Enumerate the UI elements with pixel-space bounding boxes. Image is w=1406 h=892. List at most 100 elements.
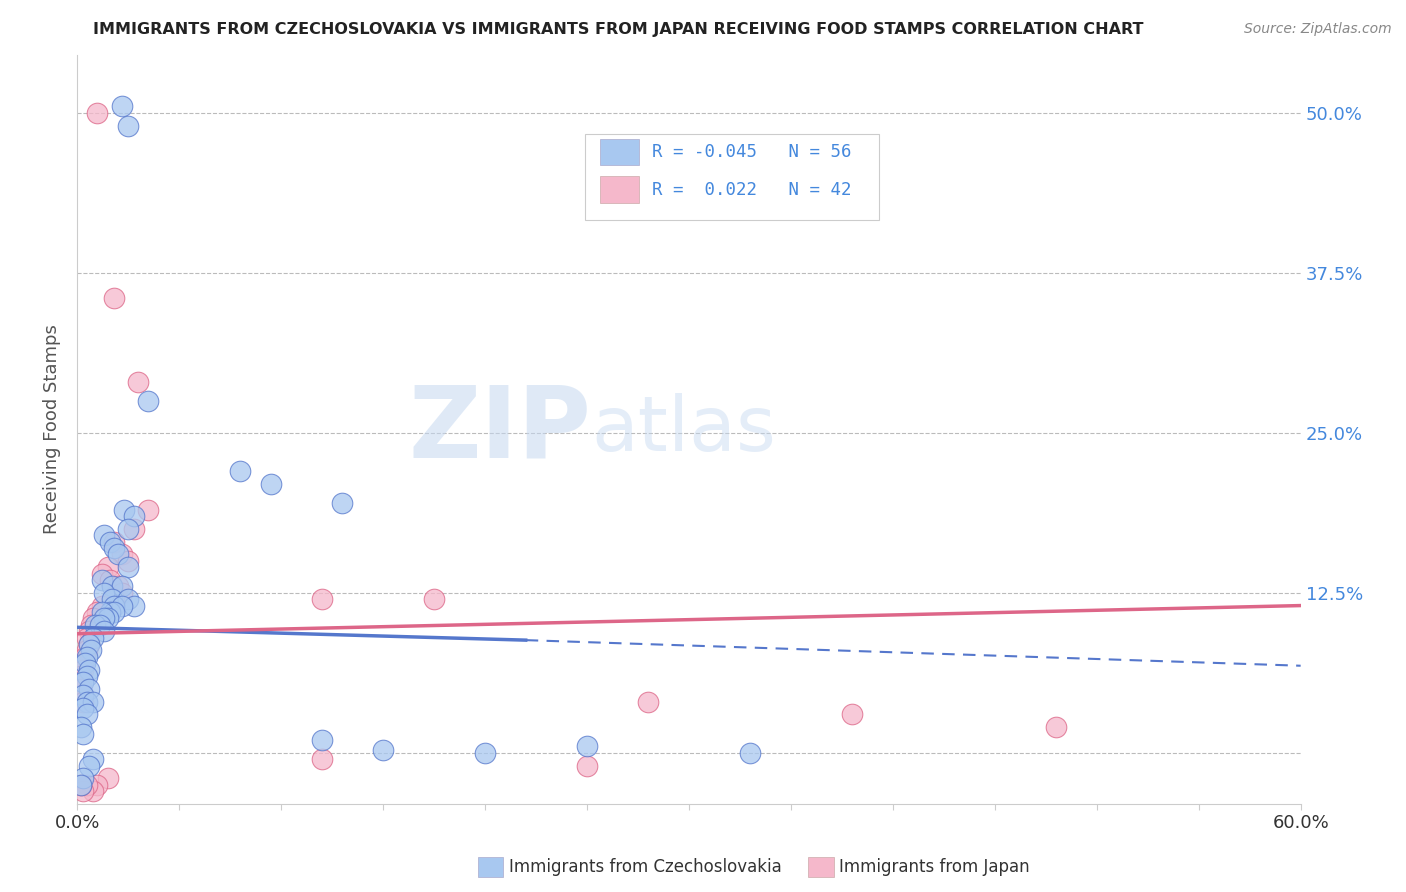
Point [76,631,98,645]
Point [98,605,121,619]
Point [79,624,101,639]
Text: ZIP: ZIP [408,381,591,478]
Point [122,522,145,536]
Point [111,599,134,613]
Point [111,586,134,600]
Text: Immigrants from Japan: Immigrants from Japan [839,858,1031,876]
Point [72,688,94,702]
Point [82,631,104,645]
Point [117,554,139,568]
Point [117,592,139,607]
Point [738,746,761,760]
Point [70,778,93,792]
Point [72,663,94,677]
FancyBboxPatch shape [599,177,638,202]
Point [93,624,115,639]
Text: Immigrants from Czechoslovakia: Immigrants from Czechoslovakia [509,858,782,876]
Point [79,758,101,772]
Point [79,637,101,651]
Point [93,586,115,600]
Point [138,393,160,408]
Point [103,599,125,613]
Point [103,541,125,555]
Point [117,522,139,536]
Point [70,681,93,696]
Point [371,743,394,757]
Point [97,611,120,625]
Point [90,599,112,613]
Point [70,675,93,690]
Point [79,663,101,677]
Point [76,778,98,792]
Point [76,695,98,709]
Text: Source: ZipAtlas.com: Source: ZipAtlas.com [1244,22,1392,37]
Text: IMMIGRANTS FROM CZECHOSLOVAKIA VS IMMIGRANTS FROM JAPAN RECEIVING FOOD STAMPS CO: IMMIGRANTS FROM CZECHOSLOVAKIA VS IMMIGR… [93,22,1144,37]
Point [76,669,98,683]
FancyBboxPatch shape [585,134,879,220]
Point [311,733,333,747]
Point [76,643,98,657]
FancyBboxPatch shape [599,139,638,165]
Point [575,739,598,754]
Point [111,579,134,593]
Point [72,772,94,786]
Point [72,675,94,690]
Point [86,105,108,120]
Text: atlas: atlas [591,392,776,467]
Point [311,752,333,766]
Point [122,599,145,613]
Point [82,695,104,709]
Point [117,560,139,574]
Point [70,669,93,683]
Point [111,99,134,113]
Text: R =  0.022   N = 42: R = 0.022 N = 42 [652,181,852,199]
Point [89,617,111,632]
Point [98,573,121,587]
Point [111,547,134,561]
Point [103,605,125,619]
Point [311,592,333,607]
Point [98,534,121,549]
Point [127,375,149,389]
Point [423,592,446,607]
Point [100,579,122,593]
Point [260,477,283,491]
Point [103,291,125,305]
Point [841,707,863,722]
Point [122,508,145,523]
Point [93,528,115,542]
Point [80,643,103,657]
Point [97,560,120,574]
Point [70,720,93,734]
Point [72,701,94,715]
Point [117,119,139,133]
Point [138,502,160,516]
Point [84,617,107,632]
Point [86,605,108,619]
Point [330,496,353,510]
Point [100,592,122,607]
Point [474,746,496,760]
Point [72,695,94,709]
Point [103,592,125,607]
Point [72,656,94,670]
Y-axis label: Receiving Food Stamps: Receiving Food Stamps [44,325,60,534]
Text: R = -0.045   N = 56: R = -0.045 N = 56 [652,144,852,161]
Point [86,778,108,792]
Point [82,611,104,625]
Point [90,573,112,587]
Point [72,784,94,798]
Point [72,726,94,740]
Point [90,605,112,619]
Point [82,784,104,798]
Point [80,617,103,632]
Point [93,611,115,625]
Point [90,566,112,581]
Point [79,681,101,696]
Point [79,637,101,651]
Point [70,778,93,792]
Point [97,772,120,786]
Point [76,649,98,664]
Point [107,547,129,561]
Point [112,502,135,516]
